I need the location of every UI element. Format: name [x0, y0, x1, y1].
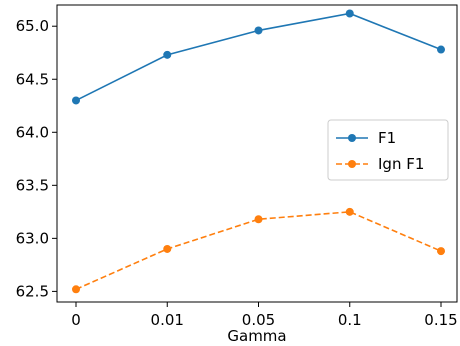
series-1-point: [254, 215, 263, 224]
legend-swatch-marker-0: [348, 134, 356, 142]
x-axis: 0 0.01 0.05 0.1 0.15: [71, 302, 458, 329]
y-tick-label: 64.0: [16, 123, 49, 141]
y-axis: 62.5 63.0 63.5 64.0 64.5 65.0: [16, 17, 57, 300]
series-layer: [72, 9, 445, 294]
series-1-point: [72, 285, 80, 294]
x-tick-label: 0.01: [151, 311, 184, 329]
series-0-point: [345, 9, 354, 18]
y-tick-label: 63.5: [16, 176, 49, 194]
legend-box: [327, 119, 449, 181]
series-1-point: [437, 247, 445, 256]
legend-items: F1 Ign F1: [336, 129, 424, 173]
series-0-point: [254, 26, 263, 35]
legend-label-1: Ign F1: [378, 155, 424, 173]
series-0-point: [72, 96, 80, 105]
y-tick-label: 65.0: [16, 17, 49, 35]
y-tick-label: 62.5: [16, 282, 49, 300]
legend: F1 Ign F1: [327, 119, 449, 181]
x-axis-title: Gamma: [227, 327, 286, 345]
legend-swatch-marker-1: [348, 160, 356, 168]
series-1-point: [163, 244, 172, 253]
series-0-point: [163, 50, 172, 59]
series-1-point: [345, 207, 354, 216]
series-line-1: [75, 211, 442, 291]
series-0-point: [437, 45, 445, 54]
x-tick-label: 0.15: [424, 311, 457, 329]
y-tick-label: 64.5: [16, 70, 49, 88]
x-tick-label: 0: [71, 311, 81, 329]
y-tick-label: 63.0: [16, 229, 49, 247]
x-tick-label: 0.1: [338, 311, 362, 329]
legend-label-0: F1: [378, 129, 396, 147]
x-tick-label: 0.05: [242, 311, 275, 329]
